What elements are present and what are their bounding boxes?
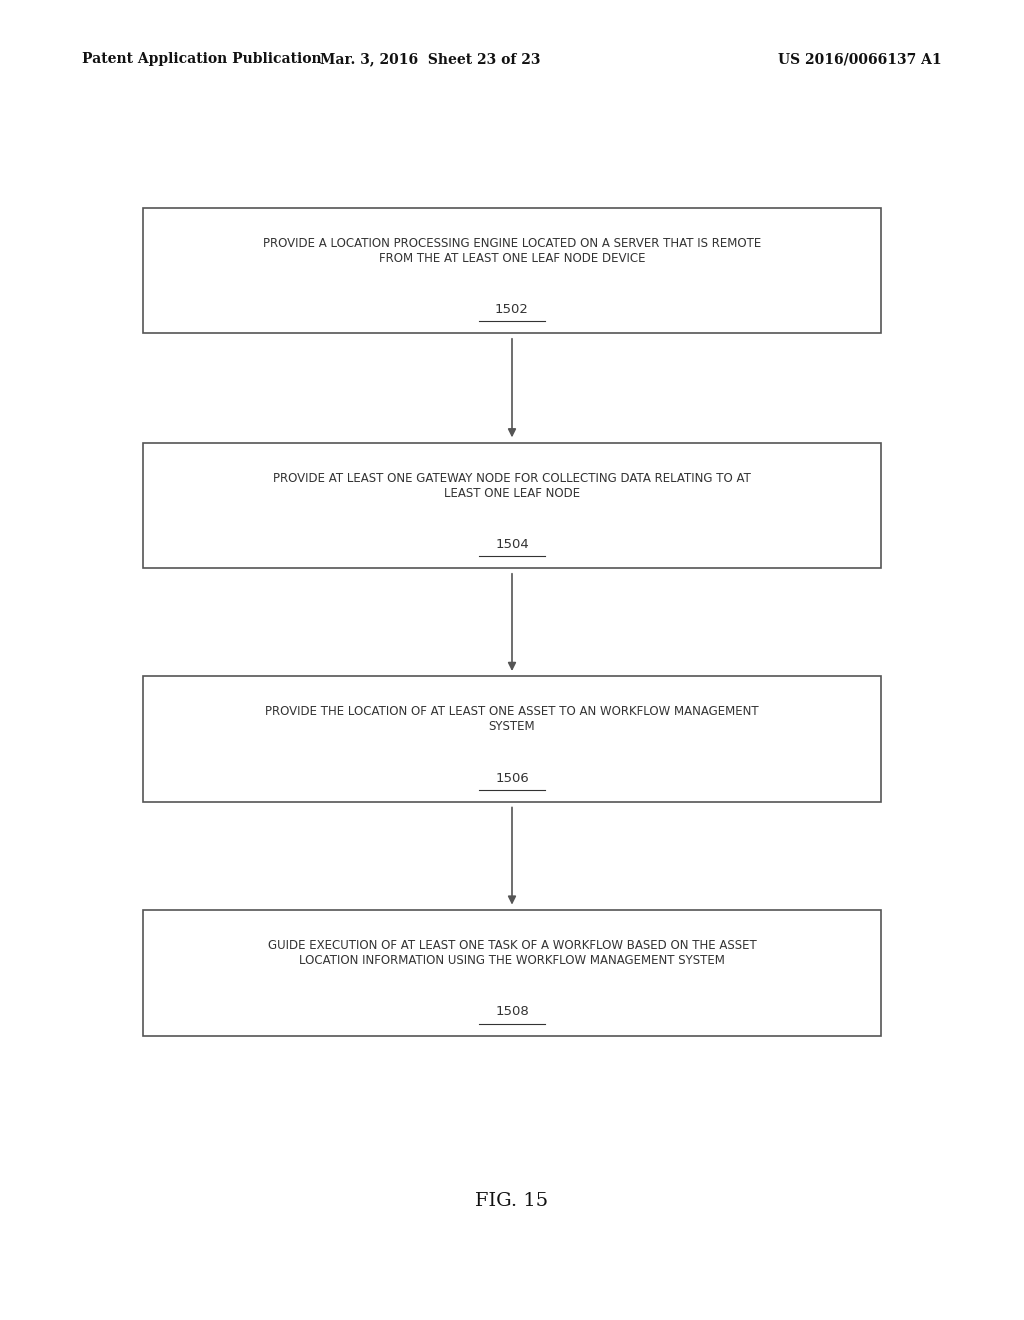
Text: 1506: 1506 [496,772,528,784]
Text: US 2016/0066137 A1: US 2016/0066137 A1 [778,53,942,66]
Text: PROVIDE A LOCATION PROCESSING ENGINE LOCATED ON A SERVER THAT IS REMOTE
FROM THE: PROVIDE A LOCATION PROCESSING ENGINE LOC… [263,236,761,265]
Text: 1504: 1504 [496,539,528,550]
Text: 1508: 1508 [496,1006,528,1018]
FancyBboxPatch shape [143,444,881,568]
FancyBboxPatch shape [143,676,881,801]
Text: 1502: 1502 [495,304,529,315]
Text: PROVIDE THE LOCATION OF AT LEAST ONE ASSET TO AN WORKFLOW MANAGEMENT
SYSTEM: PROVIDE THE LOCATION OF AT LEAST ONE ASS… [265,705,759,734]
FancyBboxPatch shape [143,911,881,1035]
Text: GUIDE EXECUTION OF AT LEAST ONE TASK OF A WORKFLOW BASED ON THE ASSET
LOCATION I: GUIDE EXECUTION OF AT LEAST ONE TASK OF … [267,939,757,968]
Text: FIG. 15: FIG. 15 [475,1192,549,1210]
Text: Patent Application Publication: Patent Application Publication [82,53,322,66]
Text: PROVIDE AT LEAST ONE GATEWAY NODE FOR COLLECTING DATA RELATING TO AT
LEAST ONE L: PROVIDE AT LEAST ONE GATEWAY NODE FOR CO… [273,471,751,500]
Text: Mar. 3, 2016  Sheet 23 of 23: Mar. 3, 2016 Sheet 23 of 23 [319,53,541,66]
FancyBboxPatch shape [143,207,881,333]
